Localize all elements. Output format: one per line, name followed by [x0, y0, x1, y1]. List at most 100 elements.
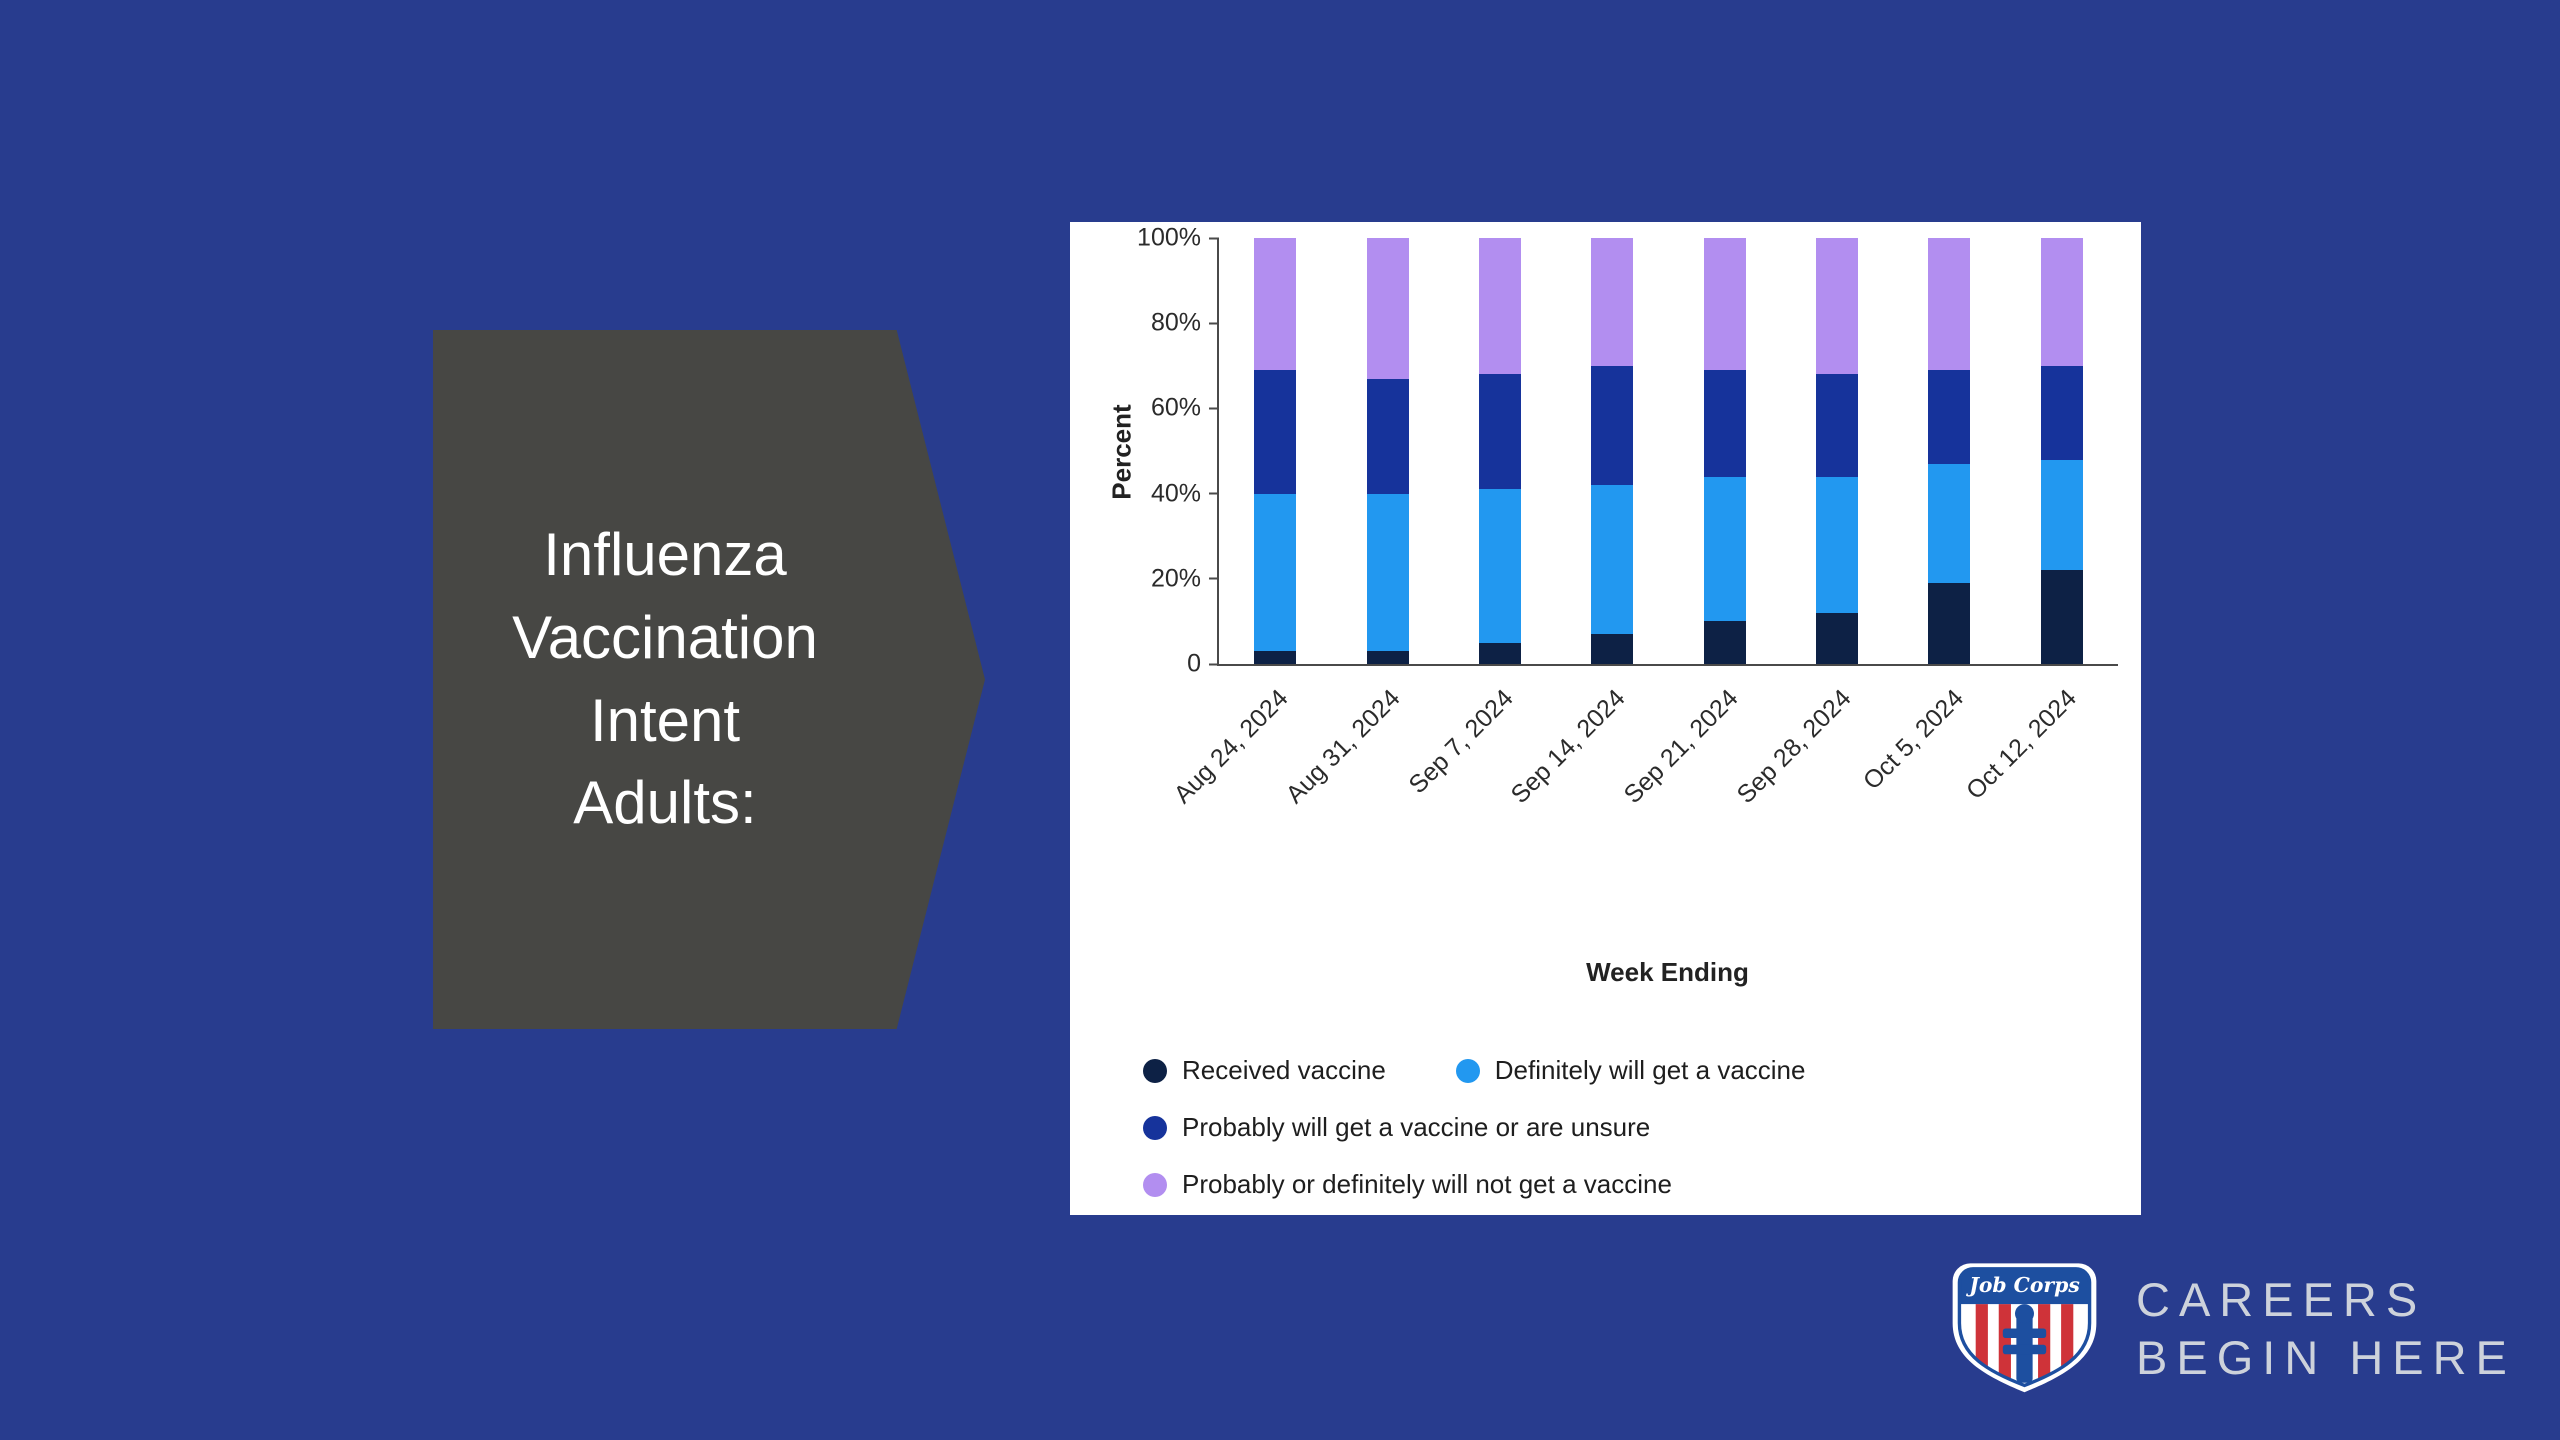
logo-stripe — [1975, 1304, 1988, 1386]
legend-item: Received vaccine — [1143, 1055, 1386, 1086]
stacked-bar — [2040, 238, 2083, 664]
x-tick-label: Oct 5, 2024 — [1857, 684, 1969, 796]
torch-icon — [2002, 1304, 2047, 1383]
bar-segment — [1703, 621, 1746, 664]
bar-segment — [1591, 365, 1634, 486]
title-shape: Influenza Vaccination Intent Adults: — [433, 330, 985, 1029]
x-tick-labels: Aug 24, 2024 Aug 31, 2024 Sep 7, 2024 Sep 1… — [1168, 674, 2118, 844]
stacked-bar — [1254, 238, 1297, 664]
bar-segment — [1254, 651, 1297, 664]
x-tick-label: Oct 12, 2024 — [1960, 684, 2082, 806]
stacked-bar — [1366, 238, 1409, 664]
bar-segment — [1703, 370, 1746, 477]
bar-segment — [2040, 365, 2083, 460]
x-axis-label: Week Ending — [1586, 957, 1749, 987]
title-line: Influenza — [543, 520, 787, 588]
title-line: Vaccination — [512, 603, 818, 671]
legend-item: Probably will get a vaccine or are unsur… — [1143, 1112, 1650, 1143]
y-tick-mark — [1209, 663, 1219, 665]
bar-segment — [2040, 570, 2083, 664]
y-tick: 0 — [1187, 650, 1219, 679]
legend-dot — [1455, 1058, 1480, 1083]
bar-slot — [1219, 238, 1331, 664]
plot-area: 0 20% 40% 60% 80% 100% — [1137, 224, 2118, 678]
chart-panel: Percent 0 20% 40% 60% 80% 100% Aug 24, 2024 Au… — [1070, 222, 2141, 1215]
bar-segment — [1478, 238, 1521, 375]
legend-label: Definitely will get a vaccine — [1494, 1055, 1806, 1085]
y-tick-label: 20% — [1150, 564, 1201, 593]
y-axis-label: Percent — [1106, 404, 1137, 500]
legend-row: Probably will get a vaccine or are unsur… — [1143, 1112, 1805, 1143]
y-tick-mark — [1209, 407, 1219, 410]
bars-container — [1219, 238, 2118, 664]
bar-segment — [1928, 370, 1971, 464]
y-tick-label: 0 — [1187, 649, 1201, 678]
bar-segment — [1254, 493, 1297, 652]
bar-segment — [1366, 651, 1409, 664]
bar-segment — [1254, 370, 1297, 494]
bar-slot — [1556, 238, 1668, 664]
y-tick-mark — [1209, 577, 1219, 580]
y-tick-mark — [1209, 237, 1219, 239]
branding: Job Corps CAREERS BEGIN HERE — [1943, 1258, 2516, 1399]
bar-segment — [1478, 374, 1521, 490]
bar-slot — [2006, 238, 2118, 664]
logo-stripe — [1998, 1304, 2011, 1386]
bar-segment — [2040, 459, 2083, 571]
chart-legend: Received vaccine Definitely will get a va… — [1143, 1055, 1805, 1200]
stacked-bar — [1816, 238, 1859, 664]
logo-band — [1959, 1268, 2090, 1305]
x-tick-label: Sep 28, 2024 — [1731, 684, 1857, 809]
x-tick-label: Sep 21, 2024 — [1618, 684, 1744, 809]
y-tick-label: 100% — [1137, 223, 1201, 252]
legend-row: Probably or definitely will not get a va… — [1143, 1169, 1805, 1200]
y-tick-label: 60% — [1150, 393, 1201, 422]
y-ticks: 0 20% 40% 60% 80% 100% — [1137, 224, 2118, 678]
y-tick-label: 40% — [1150, 479, 1201, 508]
y-tick: 100% — [1137, 224, 1219, 253]
bar-segment — [1703, 238, 1746, 371]
jobcorps-logo: Job Corps — [1952, 1263, 2097, 1393]
bar-segment — [1816, 612, 1859, 664]
legend-dot — [1143, 1115, 1167, 1140]
bar-segment — [1928, 583, 1971, 664]
slide-title: Influenza Vaccination Intent Adults: — [512, 514, 818, 845]
bar-segment — [1816, 238, 1859, 375]
bar-segment — [1366, 238, 1409, 379]
bar-slot — [1669, 238, 1781, 664]
legend-item: Definitely will get a vaccine — [1455, 1055, 1806, 1086]
stacked-bar — [1478, 238, 1521, 664]
bar-segment — [1254, 238, 1297, 371]
bar-segment — [1703, 476, 1746, 622]
y-tick: 40% — [1151, 479, 1219, 508]
bar-segment — [1478, 489, 1521, 643]
x-tick-label: Sep 14, 2024 — [1506, 684, 1631, 809]
tagline-line: CAREERS — [2136, 1273, 2427, 1327]
y-tick: 60% — [1151, 394, 1219, 423]
bar-segment — [1478, 642, 1521, 664]
legend-item: Probably or definitely will not get a va… — [1143, 1169, 1672, 1200]
logo-text: Job Corps — [1965, 1273, 2080, 1297]
bar-slot — [1444, 238, 1556, 664]
y-tick: 20% — [1151, 564, 1219, 593]
x-tick-label: Aug 31, 2024 — [1280, 684, 1406, 809]
x-tick-label: Aug 24, 2024 — [1168, 684, 1294, 809]
title-line: Intent — [589, 686, 741, 754]
bar-segment — [2040, 238, 2083, 366]
bar-slot — [1781, 238, 1893, 664]
logo-stripe — [2038, 1304, 2051, 1386]
legend-dot — [1143, 1172, 1167, 1197]
stacked-bar — [1591, 238, 1634, 664]
bar-segment — [1591, 634, 1634, 664]
y-tick-mark — [1209, 492, 1219, 495]
bar-segment — [1366, 378, 1409, 494]
bar-segment — [1591, 238, 1634, 366]
y-tick: 80% — [1151, 309, 1219, 338]
bar-segment — [1591, 485, 1634, 635]
logo-stripe — [2061, 1304, 2074, 1386]
legend-label: Probably will get a vaccine or are unsur… — [1182, 1112, 1651, 1142]
bar-slot — [1893, 238, 2005, 664]
bar-slot — [1331, 238, 1443, 664]
bar-segment — [1816, 374, 1859, 477]
tagline-line: BEGIN HERE — [2136, 1330, 2516, 1384]
